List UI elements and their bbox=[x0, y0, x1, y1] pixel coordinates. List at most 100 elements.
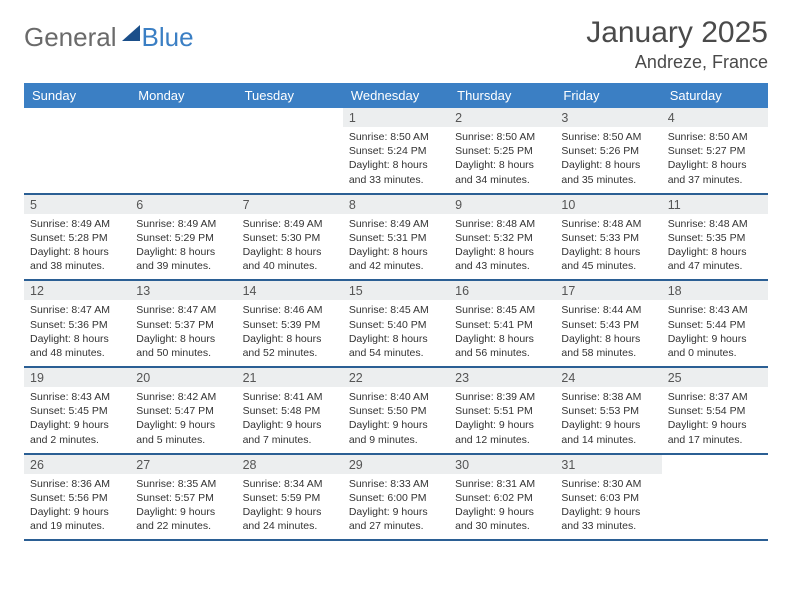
calendar-cell: 5Sunrise: 8:49 AMSunset: 5:28 PMDaylight… bbox=[24, 194, 130, 281]
day-number: 4 bbox=[662, 108, 768, 127]
day-number: 8 bbox=[343, 195, 449, 214]
day-number: 19 bbox=[24, 368, 130, 387]
calendar-cell: 7Sunrise: 8:49 AMSunset: 5:30 PMDaylight… bbox=[237, 194, 343, 281]
logo-mark-icon bbox=[122, 25, 140, 41]
day-details: Sunrise: 8:45 AMSunset: 5:41 PMDaylight:… bbox=[449, 300, 555, 366]
day-number: 15 bbox=[343, 281, 449, 300]
calendar-cell: 19Sunrise: 8:43 AMSunset: 5:45 PMDayligh… bbox=[24, 367, 130, 454]
day-number: 23 bbox=[449, 368, 555, 387]
day-number: 29 bbox=[343, 455, 449, 474]
day-details: Sunrise: 8:50 AMSunset: 5:26 PMDaylight:… bbox=[555, 127, 661, 193]
day-details: Sunrise: 8:49 AMSunset: 5:29 PMDaylight:… bbox=[130, 214, 236, 280]
day-number: 22 bbox=[343, 368, 449, 387]
day-details: Sunrise: 8:48 AMSunset: 5:35 PMDaylight:… bbox=[662, 214, 768, 280]
day-number: 10 bbox=[555, 195, 661, 214]
calendar-cell: 29Sunrise: 8:33 AMSunset: 6:00 PMDayligh… bbox=[343, 454, 449, 541]
calendar-cell: 2Sunrise: 8:50 AMSunset: 5:25 PMDaylight… bbox=[449, 108, 555, 194]
day-details: Sunrise: 8:34 AMSunset: 5:59 PMDaylight:… bbox=[237, 474, 343, 540]
day-details: Sunrise: 8:35 AMSunset: 5:57 PMDaylight:… bbox=[130, 474, 236, 540]
day-details: Sunrise: 8:47 AMSunset: 5:37 PMDaylight:… bbox=[130, 300, 236, 366]
day-number: 28 bbox=[237, 455, 343, 474]
day-details: Sunrise: 8:46 AMSunset: 5:39 PMDaylight:… bbox=[237, 300, 343, 366]
calendar-cell: 24Sunrise: 8:38 AMSunset: 5:53 PMDayligh… bbox=[555, 367, 661, 454]
calendar-cell: 30Sunrise: 8:31 AMSunset: 6:02 PMDayligh… bbox=[449, 454, 555, 541]
calendar-table: SundayMondayTuesdayWednesdayThursdayFrid… bbox=[24, 83, 768, 541]
day-details: Sunrise: 8:38 AMSunset: 5:53 PMDaylight:… bbox=[555, 387, 661, 453]
day-number: 13 bbox=[130, 281, 236, 300]
dow-header: Monday bbox=[130, 83, 236, 108]
calendar-cell: 11Sunrise: 8:48 AMSunset: 5:35 PMDayligh… bbox=[662, 194, 768, 281]
day-details: Sunrise: 8:47 AMSunset: 5:36 PMDaylight:… bbox=[24, 300, 130, 366]
day-details: Sunrise: 8:45 AMSunset: 5:40 PMDaylight:… bbox=[343, 300, 449, 366]
day-details: Sunrise: 8:40 AMSunset: 5:50 PMDaylight:… bbox=[343, 387, 449, 453]
day-number: 9 bbox=[449, 195, 555, 214]
day-number: 30 bbox=[449, 455, 555, 474]
dow-header: Tuesday bbox=[237, 83, 343, 108]
day-number: 20 bbox=[130, 368, 236, 387]
logo-text-general: General bbox=[24, 22, 117, 53]
day-details: Sunrise: 8:43 AMSunset: 5:44 PMDaylight:… bbox=[662, 300, 768, 366]
calendar-cell: 25Sunrise: 8:37 AMSunset: 5:54 PMDayligh… bbox=[662, 367, 768, 454]
day-details: Sunrise: 8:37 AMSunset: 5:54 PMDaylight:… bbox=[662, 387, 768, 453]
day-details: Sunrise: 8:39 AMSunset: 5:51 PMDaylight:… bbox=[449, 387, 555, 453]
month-title: January 2025 bbox=[586, 16, 768, 50]
day-number: 11 bbox=[662, 195, 768, 214]
calendar-cell: 1Sunrise: 8:50 AMSunset: 5:24 PMDaylight… bbox=[343, 108, 449, 194]
day-details: Sunrise: 8:49 AMSunset: 5:28 PMDaylight:… bbox=[24, 214, 130, 280]
calendar-cell bbox=[662, 454, 768, 541]
calendar-cell: 3Sunrise: 8:50 AMSunset: 5:26 PMDaylight… bbox=[555, 108, 661, 194]
day-details: Sunrise: 8:36 AMSunset: 5:56 PMDaylight:… bbox=[24, 474, 130, 540]
calendar-cell: 23Sunrise: 8:39 AMSunset: 5:51 PMDayligh… bbox=[449, 367, 555, 454]
dow-header: Wednesday bbox=[343, 83, 449, 108]
calendar-cell: 13Sunrise: 8:47 AMSunset: 5:37 PMDayligh… bbox=[130, 280, 236, 367]
day-number: 5 bbox=[24, 195, 130, 214]
day-details: Sunrise: 8:50 AMSunset: 5:27 PMDaylight:… bbox=[662, 127, 768, 193]
dow-header: Thursday bbox=[449, 83, 555, 108]
calendar-cell: 17Sunrise: 8:44 AMSunset: 5:43 PMDayligh… bbox=[555, 280, 661, 367]
day-details: Sunrise: 8:33 AMSunset: 6:00 PMDaylight:… bbox=[343, 474, 449, 540]
location: Andreze, France bbox=[586, 52, 768, 73]
calendar-cell: 10Sunrise: 8:48 AMSunset: 5:33 PMDayligh… bbox=[555, 194, 661, 281]
calendar-cell: 15Sunrise: 8:45 AMSunset: 5:40 PMDayligh… bbox=[343, 280, 449, 367]
day-details: Sunrise: 8:50 AMSunset: 5:24 PMDaylight:… bbox=[343, 127, 449, 193]
day-number: 12 bbox=[24, 281, 130, 300]
day-details: Sunrise: 8:49 AMSunset: 5:31 PMDaylight:… bbox=[343, 214, 449, 280]
day-number: 26 bbox=[24, 455, 130, 474]
day-number: 25 bbox=[662, 368, 768, 387]
day-number: 1 bbox=[343, 108, 449, 127]
day-number: 31 bbox=[555, 455, 661, 474]
day-details: Sunrise: 8:48 AMSunset: 5:32 PMDaylight:… bbox=[449, 214, 555, 280]
calendar-cell bbox=[130, 108, 236, 194]
day-number: 21 bbox=[237, 368, 343, 387]
day-details: Sunrise: 8:42 AMSunset: 5:47 PMDaylight:… bbox=[130, 387, 236, 453]
day-number: 18 bbox=[662, 281, 768, 300]
calendar-cell: 21Sunrise: 8:41 AMSunset: 5:48 PMDayligh… bbox=[237, 367, 343, 454]
day-number: 14 bbox=[237, 281, 343, 300]
day-details: Sunrise: 8:48 AMSunset: 5:33 PMDaylight:… bbox=[555, 214, 661, 280]
calendar-cell: 8Sunrise: 8:49 AMSunset: 5:31 PMDaylight… bbox=[343, 194, 449, 281]
day-details: Sunrise: 8:49 AMSunset: 5:30 PMDaylight:… bbox=[237, 214, 343, 280]
logo: General Blue bbox=[24, 22, 194, 53]
calendar-cell: 16Sunrise: 8:45 AMSunset: 5:41 PMDayligh… bbox=[449, 280, 555, 367]
day-details: Sunrise: 8:44 AMSunset: 5:43 PMDaylight:… bbox=[555, 300, 661, 366]
day-details: Sunrise: 8:41 AMSunset: 5:48 PMDaylight:… bbox=[237, 387, 343, 453]
dow-header: Saturday bbox=[662, 83, 768, 108]
day-number: 24 bbox=[555, 368, 661, 387]
calendar-cell: 6Sunrise: 8:49 AMSunset: 5:29 PMDaylight… bbox=[130, 194, 236, 281]
day-number: 16 bbox=[449, 281, 555, 300]
calendar-cell bbox=[24, 108, 130, 194]
day-details: Sunrise: 8:50 AMSunset: 5:25 PMDaylight:… bbox=[449, 127, 555, 193]
calendar-cell: 18Sunrise: 8:43 AMSunset: 5:44 PMDayligh… bbox=[662, 280, 768, 367]
calendar-cell bbox=[237, 108, 343, 194]
calendar-cell: 22Sunrise: 8:40 AMSunset: 5:50 PMDayligh… bbox=[343, 367, 449, 454]
calendar-cell: 12Sunrise: 8:47 AMSunset: 5:36 PMDayligh… bbox=[24, 280, 130, 367]
dow-header: Sunday bbox=[24, 83, 130, 108]
calendar-cell: 20Sunrise: 8:42 AMSunset: 5:47 PMDayligh… bbox=[130, 367, 236, 454]
calendar-cell: 14Sunrise: 8:46 AMSunset: 5:39 PMDayligh… bbox=[237, 280, 343, 367]
calendar-cell: 9Sunrise: 8:48 AMSunset: 5:32 PMDaylight… bbox=[449, 194, 555, 281]
calendar-cell: 4Sunrise: 8:50 AMSunset: 5:27 PMDaylight… bbox=[662, 108, 768, 194]
day-number: 2 bbox=[449, 108, 555, 127]
day-details: Sunrise: 8:43 AMSunset: 5:45 PMDaylight:… bbox=[24, 387, 130, 453]
day-details: Sunrise: 8:31 AMSunset: 6:02 PMDaylight:… bbox=[449, 474, 555, 540]
day-number: 6 bbox=[130, 195, 236, 214]
